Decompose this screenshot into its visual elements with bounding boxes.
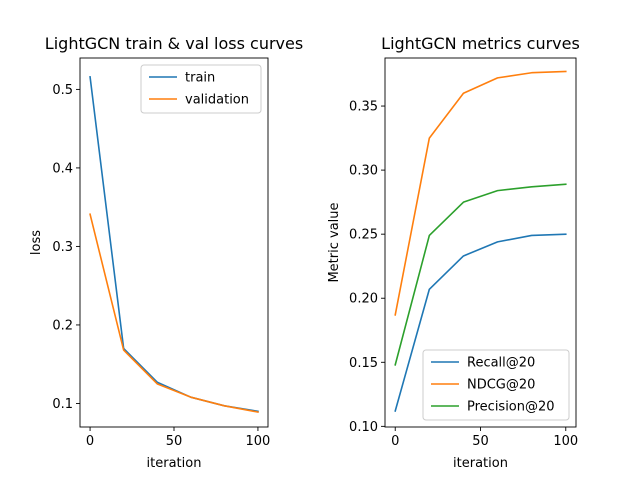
chart-1-x-tick-label: 50 [472,434,489,449]
chart-0-y-tick-label: 0.3 [52,240,73,255]
chart-1-y-axis-label: Metric value [327,202,342,282]
chart-0-legend-label: train [185,71,215,86]
chart-0-x-tick-label: 100 [246,434,271,449]
chart-1-y-tick-label: 0.35 [349,100,378,115]
chart-1-legend-label: Recall@20 [467,356,535,371]
chart-1-legend-box [422,349,570,421]
chart-0-legend: train validation [140,64,262,114]
chart-0-x-tick-label: 50 [166,434,183,449]
chart-1-y-tick-label: 0.25 [349,228,378,243]
chart-0-legend-label: validation [185,93,249,108]
chart-1-legend-label: Precision@20 [467,400,555,415]
chart-1-y-tick-label: 0.20 [349,292,378,307]
chart-0-title: LightGCN train & val loss curves [45,34,303,53]
chart-1-x-tick-label: 100 [553,434,578,449]
chart-0-y-tick-label: 0.4 [52,161,73,176]
chart-1-y-tick-label: 0.10 [349,420,378,435]
chart-1-legend-label: NDCG@20 [467,378,535,393]
loss-chart: LightGCN train & val loss curves 0 50 100 0.… [29,34,303,471]
chart-1-series-line-3 [394,183,567,366]
chart-0-x-axis-label: iteration [147,456,202,471]
chart-0-y-axis-label: loss [29,230,44,255]
chart-0-y-tick-label: 0.1 [52,397,73,412]
chart-1-y-tick-label: 0.15 [349,356,378,371]
chart-1-legend: Recall@20 NDCG@20 Precision@20 [422,349,570,421]
chart-0-y-tick-label: 0.2 [52,318,73,333]
chart-1-y-tick-label: 0.30 [349,164,378,179]
chart-1-x-tick-label: 0 [391,434,399,449]
metrics-chart: LightGCN metrics curves 0 50 100 0.10 0.15 0.2… [327,34,580,471]
chart-0-y-tick-label: 0.5 [52,83,73,98]
chart-1-series-line-2 [394,70,567,316]
chart-1-series-line-1 [394,233,567,412]
chart-0-series-line-2 [89,213,259,414]
chart-1-title: LightGCN metrics curves [381,34,580,53]
chart-0-x-tick-label: 0 [86,434,94,449]
chart-1-x-axis-label: iteration [453,456,508,471]
